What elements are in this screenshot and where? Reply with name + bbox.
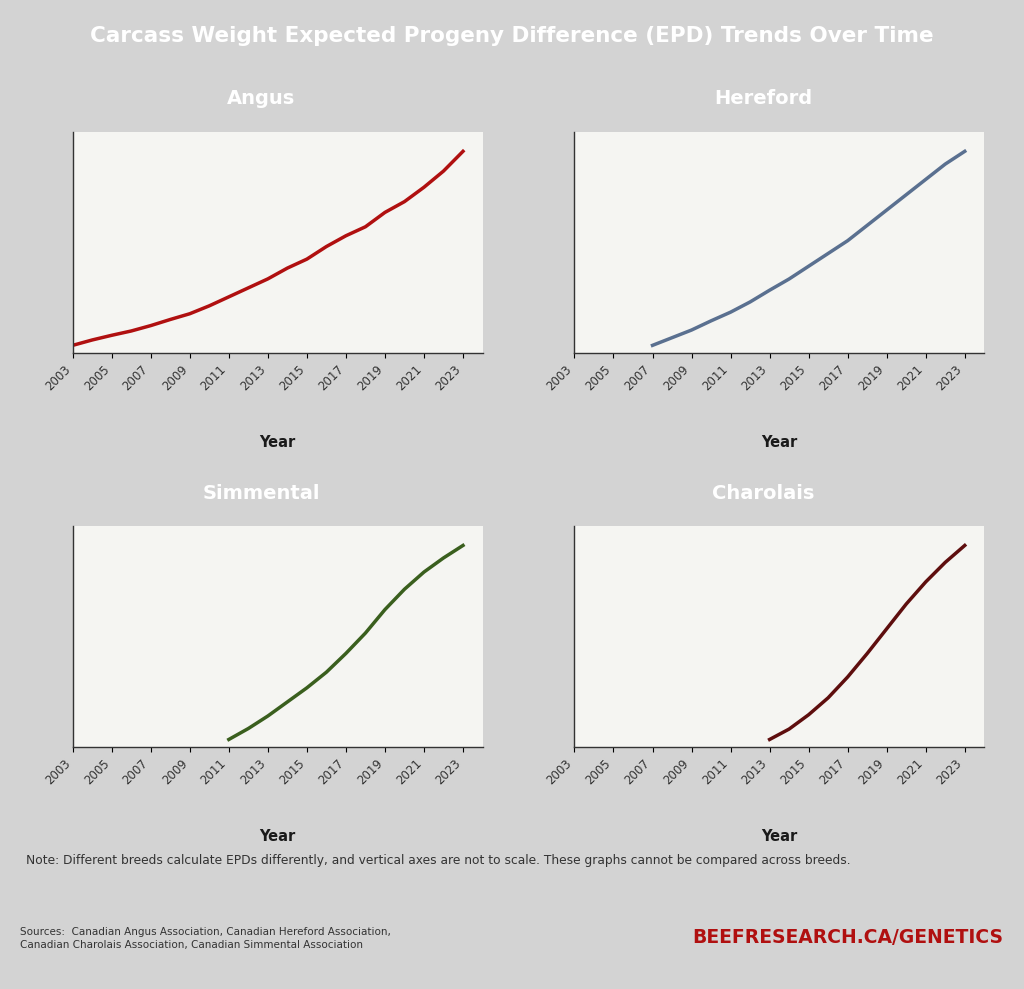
Text: Charolais: Charolais <box>712 484 814 502</box>
Text: Hereford: Hereford <box>714 89 812 109</box>
Text: BEEFRESEARCH.CA/GENETICS: BEEFRESEARCH.CA/GENETICS <box>692 928 1004 946</box>
Text: Carcass Weight Expected Progeny Difference (EPD) Trends Over Time: Carcass Weight Expected Progeny Differen… <box>90 26 934 46</box>
X-axis label: Year: Year <box>259 435 296 450</box>
X-axis label: Year: Year <box>761 435 798 450</box>
Text: Angus: Angus <box>227 89 295 109</box>
X-axis label: Year: Year <box>761 829 798 844</box>
Text: Simmental: Simmental <box>203 484 319 502</box>
X-axis label: Year: Year <box>259 829 296 844</box>
Text: Sources:  Canadian Angus Association, Canadian Hereford Association,
Canadian Ch: Sources: Canadian Angus Association, Can… <box>20 927 391 949</box>
Text: Note: Different breeds calculate EPDs differently, and vertical axes are not to : Note: Different breeds calculate EPDs di… <box>26 854 850 867</box>
